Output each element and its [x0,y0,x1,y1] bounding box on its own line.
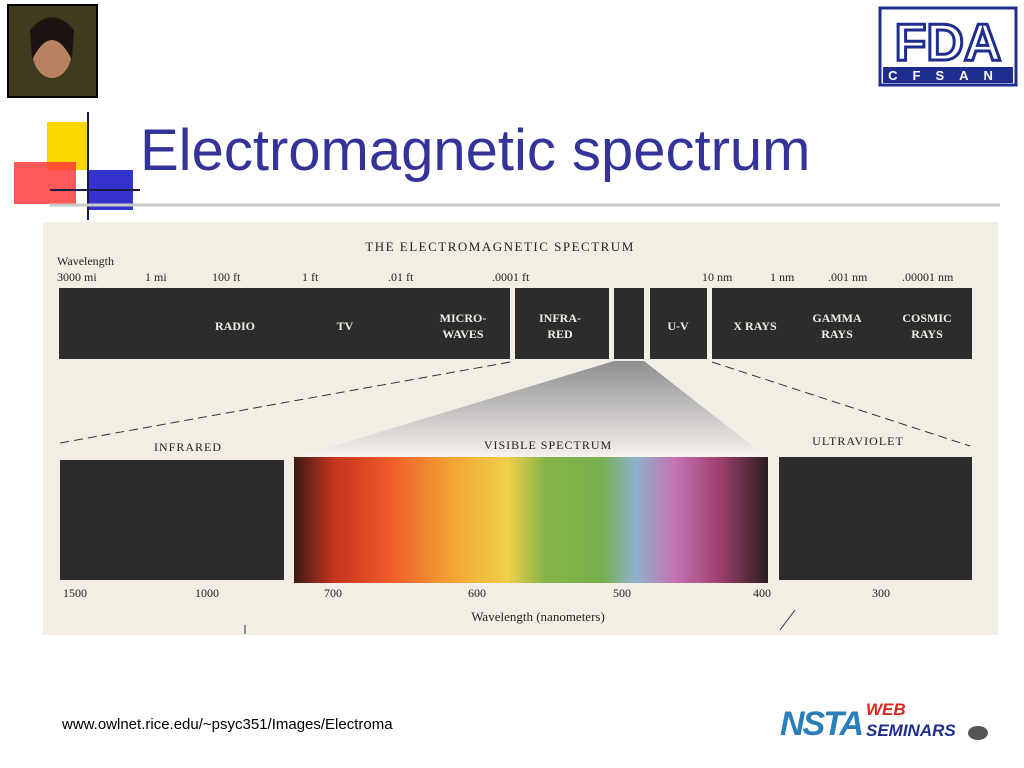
nsta-line1: WEB [866,700,906,719]
decoration [14,112,1000,220]
nm-label: 1000 [195,586,219,600]
panel-label: INFRARED [154,440,222,454]
scale-label: 10 nm [702,270,733,284]
scale-label: .001 nm [828,270,868,284]
slide-title: Electromagnetic spectrum [140,118,810,183]
ultraviolet-panel [779,457,972,580]
nm-label: 400 [753,586,771,600]
figure-axis-label: Wavelength [57,254,114,268]
nm-label: 300 [872,586,890,600]
bands: RADIO TV MICRO- WAVES INFRA- RED U-V X RAYS GAMM… [215,311,952,341]
band-bar [650,288,707,359]
figure-heading: THE ELECTROMAGNETIC SPECTRUM [365,239,635,254]
scale-label: .0001 ft [492,270,530,284]
nm-axis-label: Wavelength (nanometers) [471,609,605,624]
nm-labels: 1500 1000 700 600 500 400 300 [63,586,890,600]
nm-label: 1500 [63,586,87,600]
nm-label: 700 [324,586,342,600]
band-bar [712,288,972,359]
band-bar [614,288,644,359]
dashed-guide [59,361,511,444]
source-url: www.owlnet.rice.edu/~psyc351/Images/Elec… [61,716,393,733]
visible-fan [294,361,768,458]
scale-label: 100 ft [212,270,241,284]
deco-square [14,162,76,204]
band-label: X RAYS [733,319,777,333]
nm-label: 500 [613,586,631,600]
band-label: COSMIC [902,311,951,325]
logo-sub: CFSAN [888,68,1008,83]
dashed-guide [711,361,971,447]
scale-label: 3000 mi [57,270,97,284]
band-label: RAYS [911,327,943,341]
nsta-line2: SEMINARS [866,721,956,740]
band-label: INFRA- [539,311,581,325]
visible-panel [294,457,768,583]
spectrum-figure: THE ELECTROMAGNETIC SPECTRUM Wavelength … [43,222,998,635]
band-label: RAYS [821,327,853,341]
scale: 3000 mi 1 mi 100 ft 1 ft .01 ft .0001 ft 10 nm… [57,270,954,284]
logo-main: FDA [895,14,1002,72]
scale-label: 1 ft [302,270,319,284]
band-label: MICRO- [440,311,487,325]
mouse-icon [968,726,988,740]
nsta-logo: NSTA WEB SEMINARS [780,700,988,743]
infrared-panel [60,460,284,580]
band-label: U-V [667,319,689,333]
band-bar [515,288,609,359]
band-label: TV [337,319,354,333]
nm-label: 600 [468,586,486,600]
band-label: WAVES [442,327,483,341]
panel-label: ULTRAVIOLET [812,434,904,448]
scale-label: .00001 nm [902,270,954,284]
photo-hair [30,17,74,60]
scale-label: .01 ft [388,270,414,284]
band-label: RADIO [215,319,255,333]
scan-mark [779,609,796,631]
panel-label: VISIBLE SPECTRUM [484,438,612,452]
fda-logo: FDA CFSAN [878,6,1018,87]
logo-band [883,67,1013,83]
scale-label: 1 nm [770,270,795,284]
scale-label: 1 mi [145,270,167,284]
band-bar [59,288,510,359]
band-label: RED [547,327,573,341]
nsta-main: NSTA [780,705,862,743]
band-label: GAMMA [812,311,862,325]
